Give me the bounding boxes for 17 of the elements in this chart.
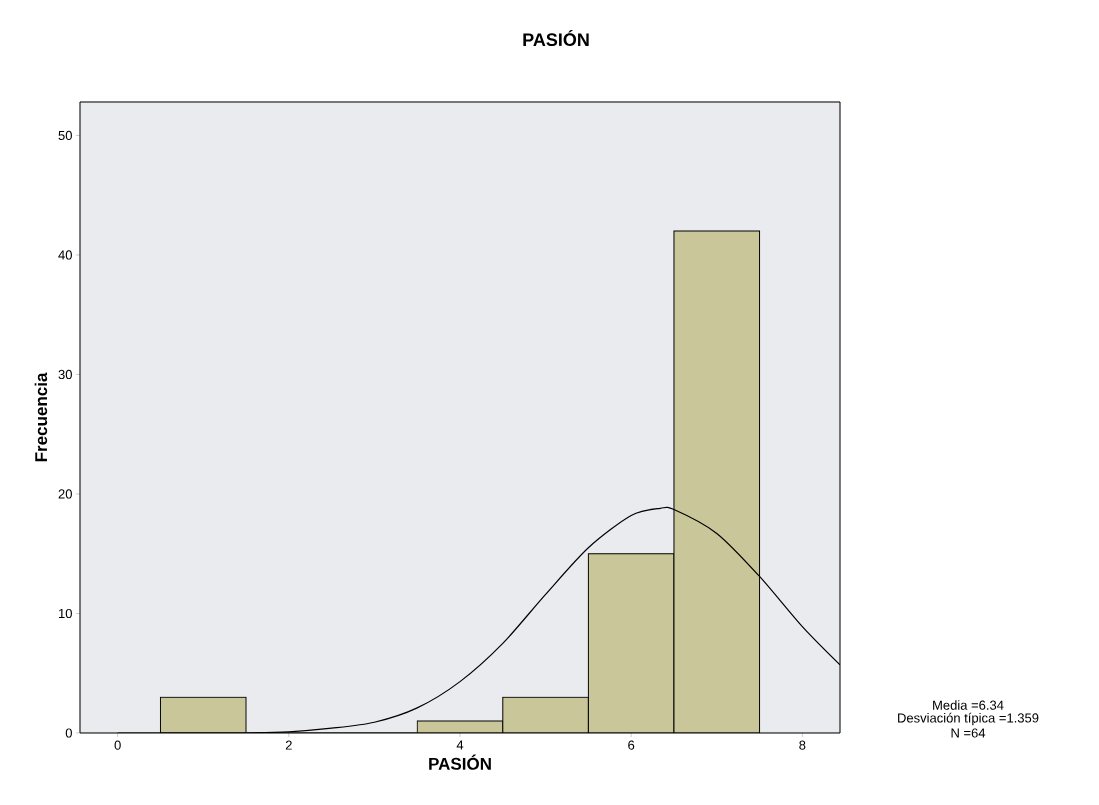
x-tick-label: 6 (628, 740, 635, 750)
x-tick-label: 8 (799, 740, 806, 750)
x-tick-label: 0 (114, 740, 121, 750)
x-axis-title: PASIÓN (429, 754, 491, 770)
y-tick-label: 20 (58, 489, 72, 499)
y-tick-label: 10 (59, 608, 72, 619)
y-tick-label: 30 (58, 369, 72, 380)
y-axis-title: Frecuencia (34, 372, 48, 462)
y-tick-label: 0 (65, 728, 72, 738)
x-tick-label: 2 (285, 740, 292, 750)
text: Media =6.34 (933, 700, 1004, 710)
y-tick-label: 50 (58, 130, 72, 141)
text: N =64 (951, 728, 986, 738)
chart-title: PASIÓN (523, 29, 589, 47)
x-tick-label: 4 (456, 740, 464, 750)
text: Desviación típica =1.359 (898, 712, 1039, 726)
y-tick-label: 40 (58, 250, 72, 260)
